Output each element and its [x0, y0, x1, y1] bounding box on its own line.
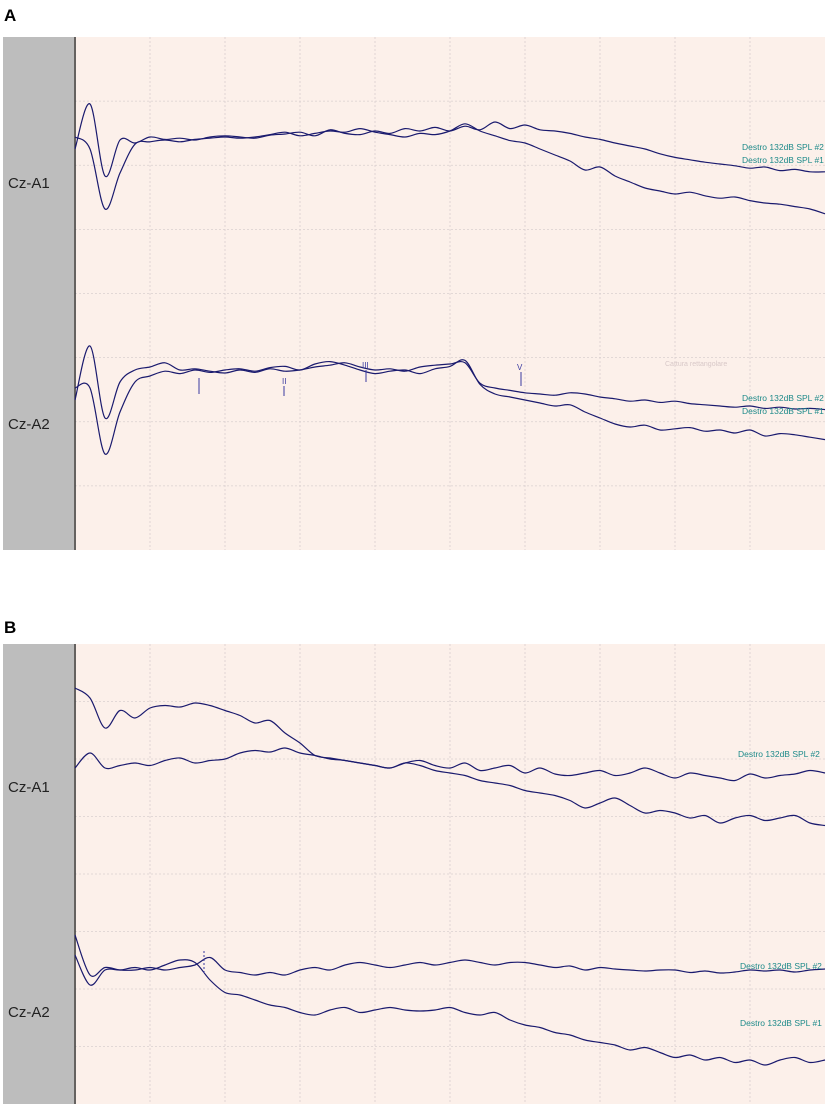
panel-a-trace-4: [74, 359, 826, 455]
panel-a-cz-a1-trace-label-1: Destro 132dB SPL #1: [742, 155, 824, 165]
panel-a: Cz-A1 Cz-A2 Cattura rettangolare Destro …: [3, 37, 826, 550]
panel-b: Cz-A1 Cz-A2 Destro 132dB SPL #2 Destro 1…: [3, 644, 826, 1104]
peak-label-iii: III: [362, 361, 369, 370]
peak-label-ii: II: [282, 377, 286, 386]
panel-b-traces: [74, 687, 826, 1066]
panel-b-trace-3: [74, 934, 826, 977]
panel-a-cz-a1-trace-label-2: Destro 132dB SPL #2: [742, 142, 824, 152]
panel-a-channel-label-cz-a2: Cz-A2: [8, 416, 50, 433]
panel-a-cz-a2-trace-label-1: Destro 132dB SPL #1: [742, 406, 824, 416]
panel-a-peak-markers: II III V: [198, 361, 523, 396]
panel-b-channel-label-cz-a1: Cz-A1: [8, 779, 50, 796]
panel-a-trace-2: [74, 123, 826, 215]
watermark: Cattura rettangolare: [665, 361, 727, 368]
panel-b-cz-a1-trace-label-2: Destro 132dB SPL #2: [738, 749, 820, 759]
panel-b-cz-a2-trace-label-2: Destro 132dB SPL #2: [740, 961, 822, 971]
panel-b-letter: B: [4, 618, 17, 637]
panel-a-label-strip: [3, 37, 74, 550]
panel-b-channel-label-cz-a2: Cz-A2: [8, 1004, 50, 1021]
panel-b-trace-4: [74, 954, 826, 1066]
panel-a-letter: A: [4, 6, 17, 25]
peak-label-v: V: [517, 363, 523, 372]
panel-a-traces: [74, 103, 826, 455]
panel-a-channel-label-cz-a1: Cz-A1: [8, 175, 50, 192]
panel-a-trace-3: [74, 345, 826, 420]
panel-b-trace-1: [74, 687, 826, 782]
panel-a-grid: [75, 37, 825, 550]
panel-b-cz-a2-trace-label-1: Destro 132dB SPL #1: [740, 1018, 822, 1028]
panel-a-cz-a2-trace-label-2: Destro 132dB SPL #2: [742, 393, 824, 403]
panel-b-trace-2: [74, 747, 826, 827]
panel-b-label-strip: [3, 644, 74, 1104]
